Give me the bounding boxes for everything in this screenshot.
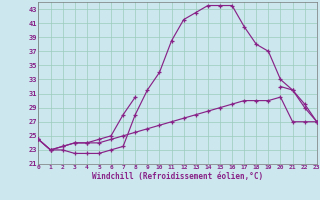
X-axis label: Windchill (Refroidissement éolien,°C): Windchill (Refroidissement éolien,°C) — [92, 172, 263, 181]
